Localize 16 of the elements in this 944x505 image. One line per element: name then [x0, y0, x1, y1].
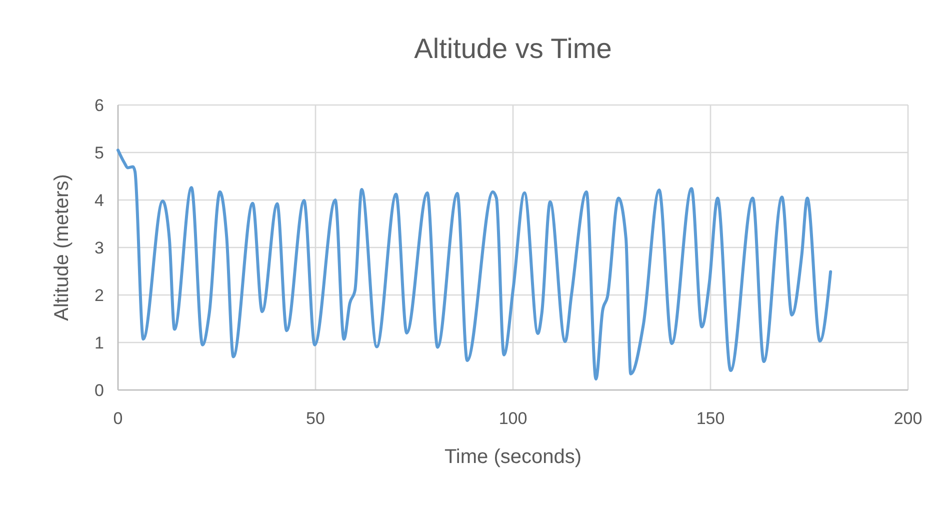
x-tick-label: 50 [306, 409, 325, 428]
x-tick-label: 100 [498, 409, 528, 428]
x-axis-title: Time (seconds) [444, 446, 582, 468]
y-tick-label: 3 [94, 238, 104, 258]
chart-title: Altitude vs Time [414, 33, 612, 64]
y-tick-label: 0 [94, 380, 104, 400]
x-tick-label: 200 [894, 409, 922, 428]
y-tick-label: 4 [94, 190, 104, 210]
y-tick-label: 5 [94, 143, 104, 162]
y-tick-label: 2 [94, 286, 104, 305]
y-axis-title: Altitude (meters) [51, 174, 73, 321]
x-tick-label: 150 [696, 409, 725, 428]
line-series [116, 148, 832, 381]
y-tick-label: 1 [94, 333, 104, 352]
x-tick-label: 0 [113, 409, 123, 428]
y-tick-label: 6 [94, 96, 104, 115]
